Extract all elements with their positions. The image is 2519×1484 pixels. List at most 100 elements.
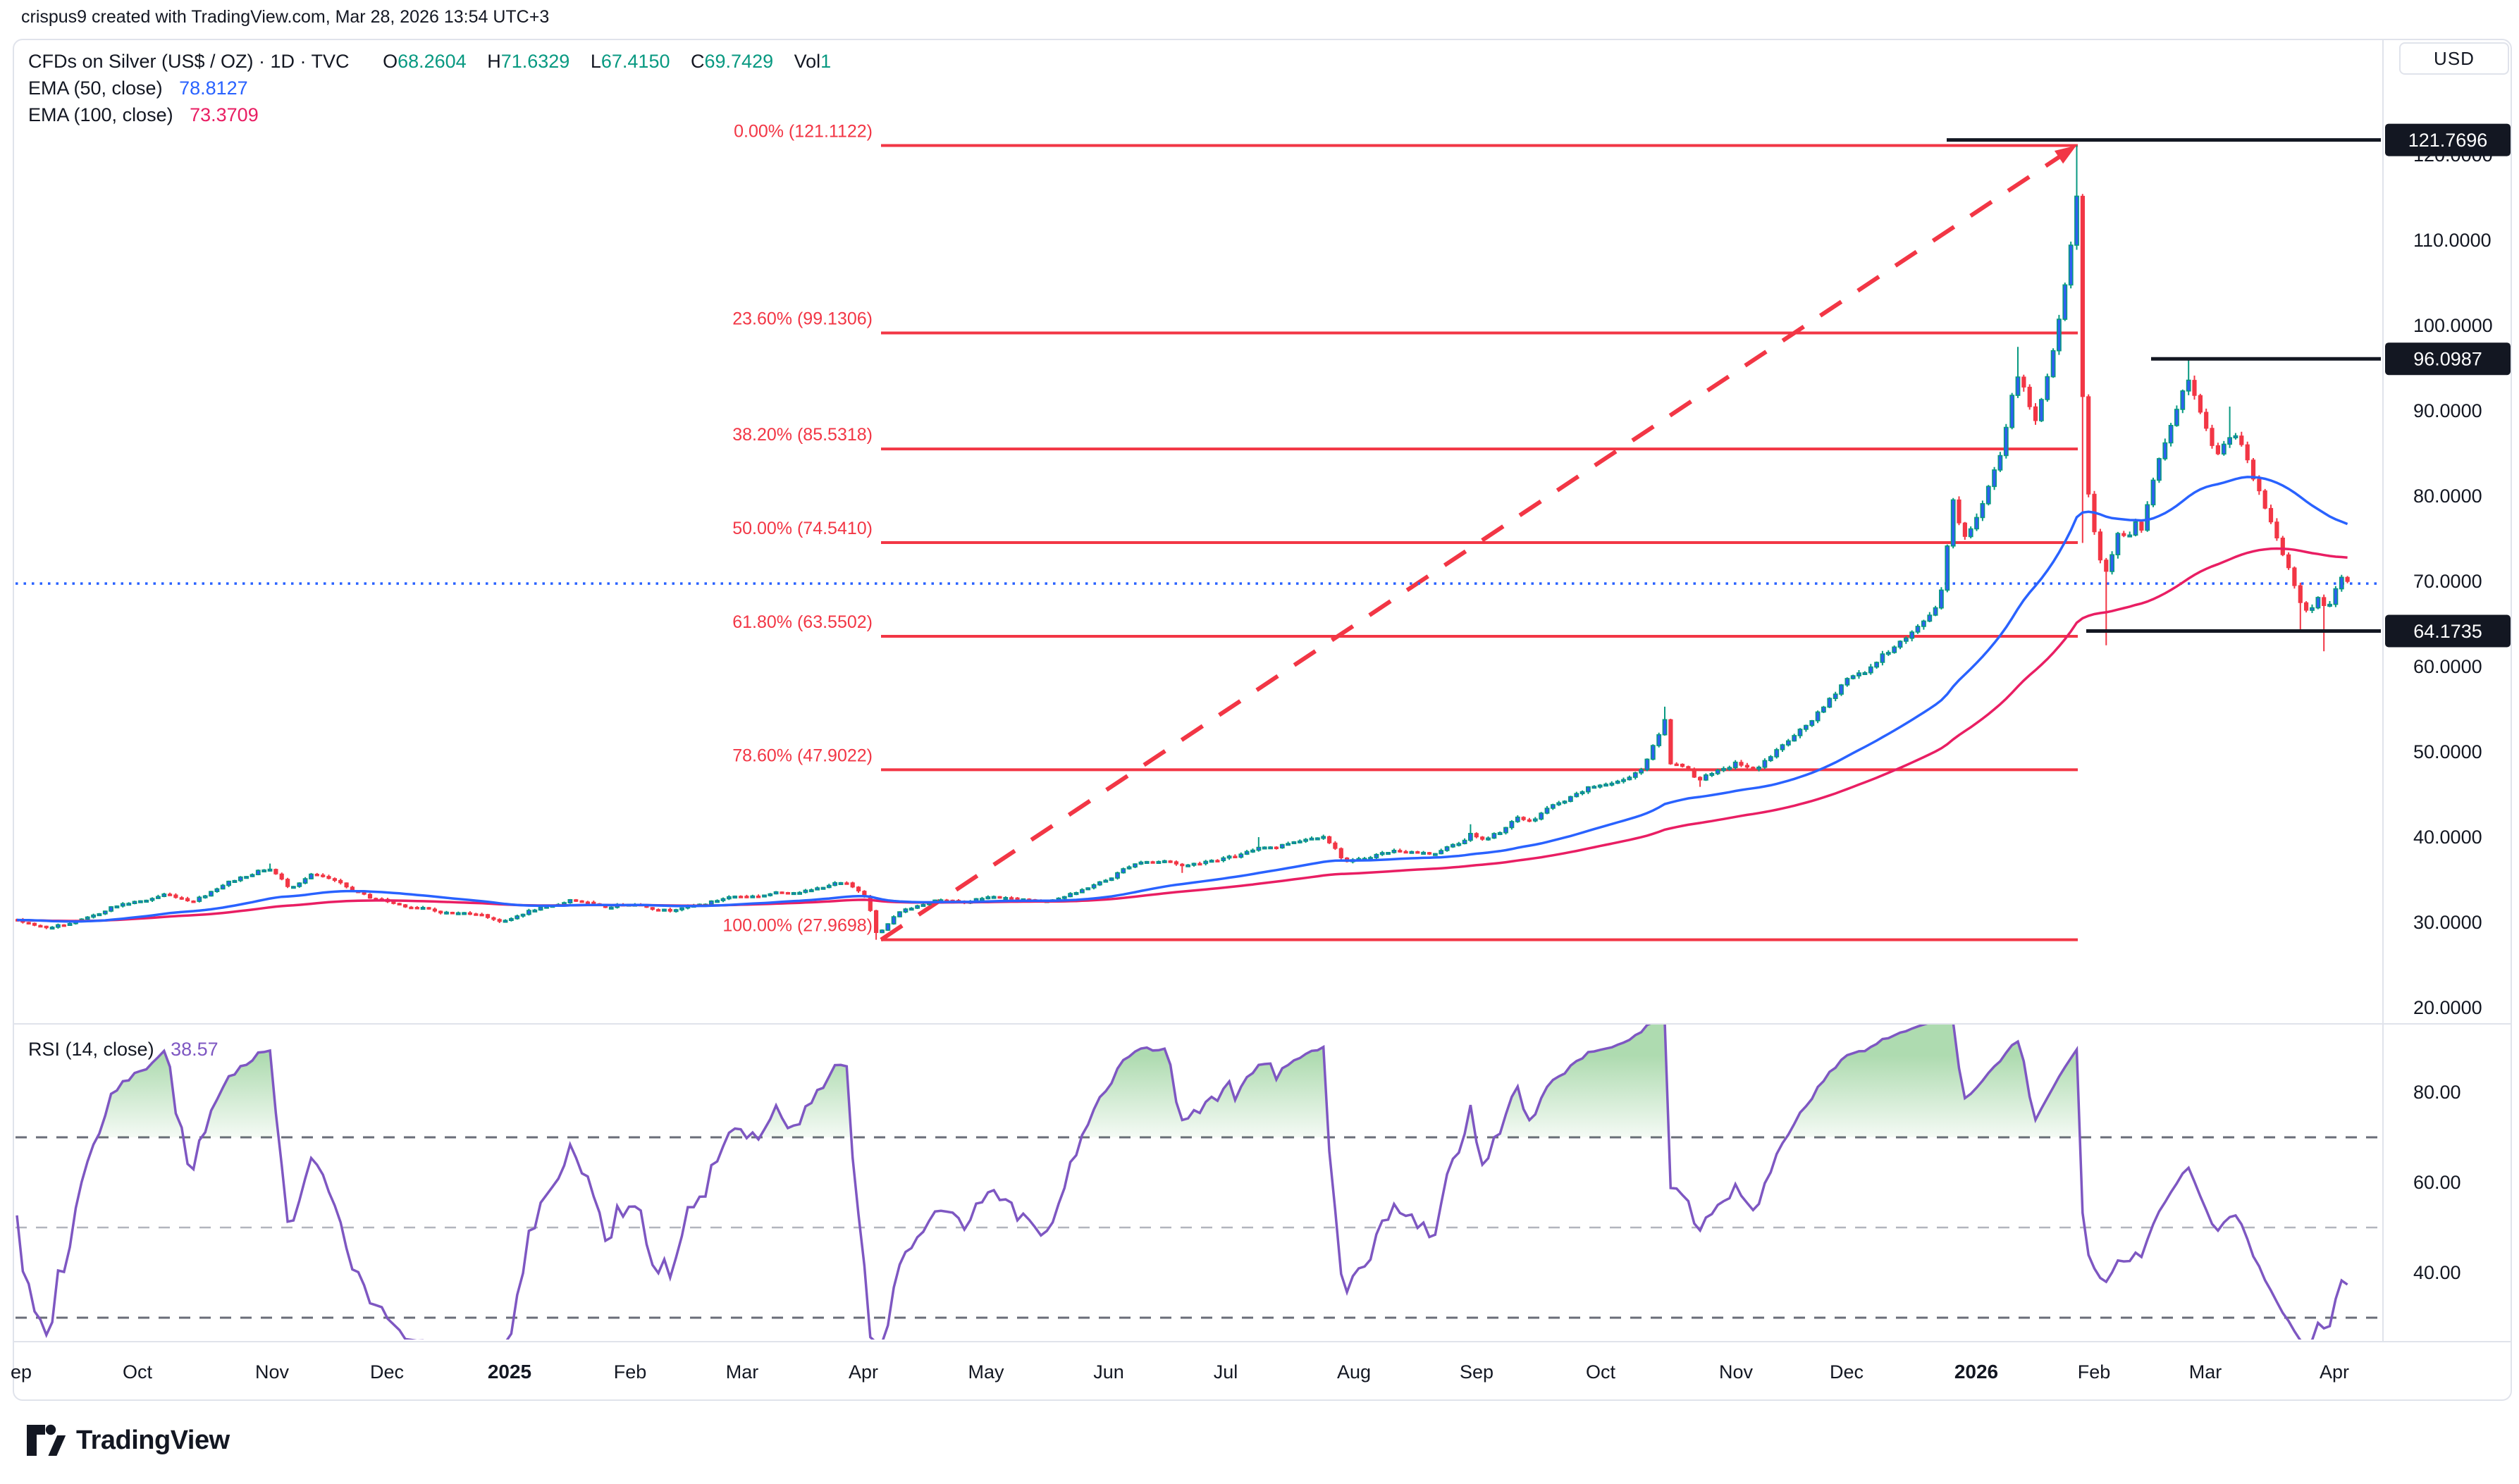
volume-value: 1 [820,51,832,72]
price-badge-label: 64.1735 [2413,621,2482,642]
close-value: 69.7429 [704,51,774,72]
time-tick-label: Aug [1337,1361,1371,1383]
ema100-label: EMA (100, close) [28,104,173,125]
time-tick-label: Jul [1214,1361,1238,1383]
price-axis-separator [2382,40,2384,1341]
fib-label: 23.60% (99.1306) [732,309,873,329]
chart-card [13,39,2512,1401]
down-candle-wicks [16,194,2348,940]
price-pane [16,144,2381,942]
time-tick-label: Feb [614,1361,647,1383]
currency-toggle-button[interactable]: USD [2399,42,2509,75]
price-tick-label: 40.0000 [2413,827,2482,848]
rsi-overbought-fill [97,1051,184,1137]
time-tick-label: Feb [2078,1361,2111,1383]
price-badge [2385,614,2511,648]
rsi-overbought-fill [759,1065,851,1137]
rsi-legend-row[interactable]: RSI (14, close) 38.57 [28,1039,218,1061]
high-value: 71.6329 [500,51,570,72]
low-value: 67.4150 [601,51,670,72]
time-axis: ep Oct Nov Dec 2025 Feb Mar Apr May Jun Jul Aug Sep O… [11,1361,2349,1383]
price-tick-label: 100.0000 [2413,315,2493,336]
ema100-value: 73.3709 [190,104,259,125]
price-tick-label: 80.0000 [2413,486,2482,507]
symbol-title[interactable]: CFDs on Silver (US$ / OZ) · 1D · TVC [28,51,350,72]
fib-label: 38.20% (85.5318) [732,425,873,445]
time-tick-label: 2025 [488,1361,531,1383]
ema50-line[interactable] [16,476,2348,923]
time-tick-label: Nov [1719,1361,1754,1383]
fib-retracement [880,144,2078,942]
down-candle-bodies [16,195,2350,933]
rsi-tick-label: 40.00 [2413,1262,2461,1283]
price-badge-label: 96.0987 [2413,349,2482,370]
time-tick-label: Mar [726,1361,759,1383]
price-tick-label: 90.0000 [2413,400,2482,421]
up-candle-wicks [51,145,2343,934]
volume-label: Vol [794,51,821,72]
open-value: 68.2604 [398,51,467,72]
time-tick-label: Mar [2189,1361,2222,1383]
pane-separator-rsi-timeaxis [14,1341,2512,1342]
rsi-overbought-fill [1081,1046,1329,1137]
price-tick-label: 20.0000 [2413,997,2482,1018]
price-badge [2385,342,2511,376]
rsi-label: RSI (14, close) [28,1039,154,1060]
price-axis-zone[interactable] [2384,40,2512,1341]
time-tick-label: 2026 [1954,1361,1998,1383]
ema100-line[interactable] [16,547,2348,922]
ema50-value: 78.8127 [179,78,248,99]
time-tick-label: Apr [849,1361,878,1383]
rsi-overbought-fill [202,1050,279,1137]
rsi-pane [16,1022,2381,1342]
time-tick-label: Dec [1830,1361,1864,1383]
time-axis-zone[interactable] [14,1342,2382,1399]
price-axis: 120.0000110.0000100.000090.000080.000070… [2385,123,2511,1283]
fib-label: 100.00% (27.9698) [722,916,873,936]
ema100-legend-row[interactable]: EMA (100, close) 73.3709 [28,101,831,128]
fib-label: 78.60% (47.9022) [732,746,873,765]
price-tick-label: 110.0000 [2413,230,2492,251]
tradingview-logo[interactable]: TradingView [25,1423,230,1457]
price-badge [2385,123,2511,156]
time-tick-label: Sep [1460,1361,1493,1383]
rsi-line[interactable] [16,1022,2348,1342]
time-tick-label: May [968,1361,1004,1383]
trendline-arrowhead [2054,145,2076,164]
time-tick-label: Nov [255,1361,290,1383]
pane-separator-price-rsi[interactable] [14,1023,2512,1025]
tradingview-logo-text: TradingView [76,1425,230,1455]
ema50-label: EMA (50, close) [28,78,163,99]
rsi-overbought-fill [1493,1025,1669,1137]
up-candle-bodies [49,195,2344,934]
fib-label: 0.00% (121.1122) [734,122,873,142]
time-tick-label: Oct [1586,1361,1616,1383]
close-label: C [691,51,705,72]
attribution: crispus9 created with TradingView.com, M… [21,7,550,27]
time-tick-label: Apr [2320,1361,2349,1383]
rsi-tick-label: 60.00 [2413,1172,2461,1193]
high-label: H [487,51,501,72]
price-tick-label: 50.0000 [2413,741,2482,762]
chart-legend: CFDs on Silver (US$ / OZ) · 1D · TVC O68… [28,48,831,128]
fib-label: 61.80% (63.5502) [732,612,873,632]
rsi-value: 38.57 [171,1039,218,1060]
tradingview-logo-icon [27,1424,66,1456]
low-label: L [590,51,601,72]
symbol-legend-row[interactable]: CFDs on Silver (US$ / OZ) · 1D · TVC O68… [28,48,831,75]
time-tick-label: ep [11,1361,32,1383]
fib-trendline[interactable] [880,144,2078,942]
time-tick-label: Dec [370,1361,404,1383]
time-tick-label: Jun [1093,1361,1124,1383]
price-badge-label: 121.7696 [2408,130,2488,151]
price-level-lines [1947,138,2381,633]
open-label: O [383,51,398,72]
fib-label: 50.00% (74.5410) [732,519,873,538]
ema50-legend-row[interactable]: EMA (50, close) 78.8127 [28,75,831,101]
rsi-tick-label: 80.00 [2413,1082,2461,1103]
price-tick-label: 30.0000 [2413,912,2482,933]
price-tick-label: 70.0000 [2413,571,2482,592]
time-tick-label: Oct [123,1361,153,1383]
